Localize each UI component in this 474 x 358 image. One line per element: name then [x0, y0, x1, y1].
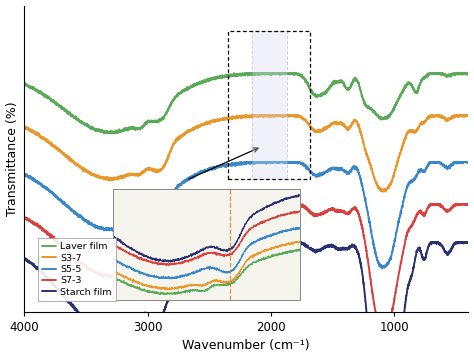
S7-3	[98, 272, 104, 276]
S5-5	[191, 174, 197, 179]
Bar	[253, 31, 287, 179]
S3-7	[21, 125, 27, 130]
S5-5	[245, 160, 250, 164]
Starch film	[21, 255, 27, 260]
S7-3	[21, 216, 27, 220]
S7-3	[465, 203, 471, 207]
Starch film	[410, 272, 415, 276]
Line: S5-5: S5-5	[24, 162, 468, 268]
S3-7	[457, 113, 463, 117]
S7-3	[382, 327, 387, 331]
Laver film	[102, 131, 108, 136]
S7-3	[72, 255, 78, 259]
Legend: Laver film, S3-7, S5-5, S7-3, Starch film: Laver film, S3-7, S5-5, S7-3, Starch fil…	[38, 238, 116, 301]
Starch film	[465, 240, 471, 244]
S3-7	[211, 119, 217, 123]
Line: Laver film: Laver film	[24, 73, 468, 134]
Line: S3-7: S3-7	[24, 115, 468, 192]
S5-5	[379, 266, 384, 270]
S7-3	[457, 202, 463, 207]
Laver film	[231, 71, 237, 75]
S3-7	[410, 129, 415, 134]
X-axis label: Wavenumber (cm⁻¹): Wavenumber (cm⁻¹)	[182, 339, 310, 352]
Starch film	[457, 240, 463, 244]
S7-3	[238, 202, 244, 206]
S5-5	[72, 211, 78, 215]
Laver film	[410, 84, 415, 89]
S7-3	[191, 216, 197, 220]
Y-axis label: Transmittance (%): Transmittance (%)	[6, 101, 18, 216]
Starch film	[211, 248, 217, 252]
S5-5	[211, 166, 217, 171]
Laver film	[192, 84, 198, 88]
Starch film	[98, 325, 104, 330]
Starch film	[72, 307, 78, 311]
S3-7	[465, 113, 471, 118]
S3-7	[98, 175, 104, 179]
Laver film	[72, 116, 78, 120]
S3-7	[244, 113, 249, 117]
S5-5	[98, 226, 104, 231]
S3-7	[380, 190, 386, 194]
S5-5	[410, 179, 415, 183]
Starch film	[191, 258, 197, 262]
Laver film	[21, 82, 27, 86]
Laver film	[98, 129, 104, 134]
S7-3	[211, 209, 217, 213]
S3-7	[72, 161, 78, 165]
Laver film	[457, 71, 463, 75]
S5-5	[465, 160, 471, 164]
Laver film	[465, 72, 471, 76]
Laver film	[211, 76, 217, 81]
S5-5	[21, 171, 27, 175]
S7-3	[410, 222, 415, 227]
S3-7	[191, 126, 197, 131]
Bar	[228, 31, 310, 179]
S5-5	[457, 160, 463, 165]
Starch film	[254, 240, 260, 244]
Line: Starch film: Starch film	[24, 242, 468, 358]
Line: S7-3: S7-3	[24, 204, 468, 329]
